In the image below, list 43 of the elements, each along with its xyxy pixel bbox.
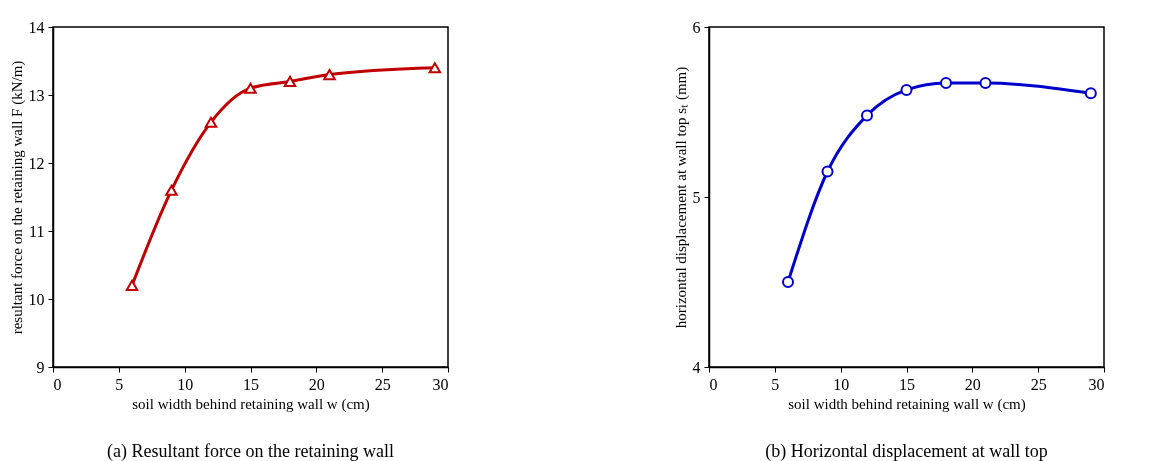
- y-tick-label: 4: [692, 358, 701, 376]
- text: (a) Resultant force on the retaining wall: [107, 441, 394, 461]
- y-axis-title: horizontal displacement at wall top sₜ (mm): [672, 66, 690, 329]
- x-axis-title: soil width behind retaining wall w (cm): [788, 395, 1026, 413]
- x-tick-label: 0: [53, 375, 62, 393]
- x-tick-label: 10: [833, 375, 850, 393]
- x-tick-label: 15: [899, 375, 915, 393]
- point: [782, 276, 794, 288]
- y-tick-label: 5: [692, 188, 701, 206]
- x-tick-label: 0: [709, 375, 718, 393]
- text: (b) Horizontal displacement at wall top: [765, 441, 1048, 461]
- y-tick-label: 13: [28, 86, 45, 104]
- point: [244, 82, 257, 94]
- point: [204, 116, 218, 128]
- x-tick-label: 25: [1030, 375, 1047, 393]
- point: [283, 75, 297, 87]
- point: [125, 279, 139, 291]
- x-axis-title: soil width behind retaining wall w (cm): [132, 395, 370, 413]
- x-tick-label: 10: [177, 375, 194, 393]
- y-tick-label: 12: [28, 154, 45, 172]
- y-tick-label: 14: [28, 18, 45, 36]
- x-tick-label: 5: [771, 375, 780, 393]
- x-tick-label: 25: [374, 375, 391, 393]
- y-tick-label: 10: [28, 290, 45, 308]
- y-axis-title: resultant force on the retaining wall F (kN/m): [8, 60, 26, 335]
- x-tick-label: 20: [308, 375, 325, 393]
- x-tick-label: 30: [1088, 375, 1105, 393]
- point: [940, 77, 952, 90]
- x-tick-label: 30: [432, 375, 449, 393]
- point: [900, 83, 913, 96]
- point: [323, 69, 336, 81]
- x-tick-label: 5: [115, 375, 124, 393]
- point: [861, 109, 873, 122]
- x-tick-label: 15: [243, 375, 259, 393]
- point: [1084, 87, 1097, 100]
- y-tick-label: 6: [692, 18, 701, 36]
- x-tick-label: 20: [964, 375, 981, 393]
- point: [979, 77, 992, 90]
- point: [428, 62, 442, 74]
- point: [165, 184, 178, 196]
- y-tick-label: 11: [29, 222, 45, 240]
- point: [821, 165, 834, 178]
- y-tick-label: 9: [36, 358, 45, 376]
